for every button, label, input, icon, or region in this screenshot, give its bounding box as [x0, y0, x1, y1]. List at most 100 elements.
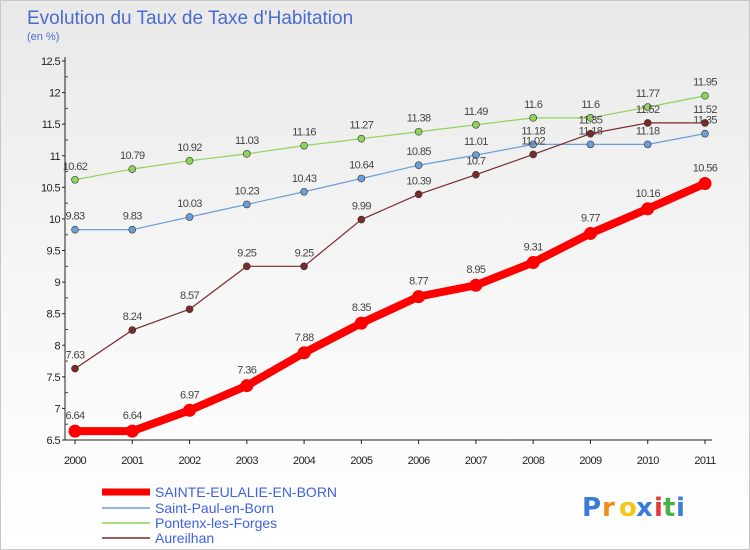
- data-label: 9.83: [123, 211, 142, 223]
- data-label: 11.6: [524, 99, 543, 111]
- x-tick-label: 2005: [350, 455, 373, 467]
- logo-letter: t: [663, 493, 675, 523]
- data-label: 9.77: [581, 212, 600, 224]
- series-line: [74, 122, 706, 370]
- data-point: [71, 175, 79, 184]
- data-point: [300, 141, 308, 150]
- x-tick-label: 2000: [64, 455, 87, 467]
- data-label: 6.64: [123, 410, 142, 422]
- data-point: [472, 151, 480, 159]
- data-point: [414, 127, 423, 136]
- chart-title: Evolution du Taux de Taxe d'Habitation: [27, 8, 353, 29]
- x-tick-label: 2010: [637, 455, 660, 467]
- x-tick-label: 2007: [465, 455, 488, 467]
- data-point: [128, 326, 137, 334]
- data-point: [586, 140, 595, 149]
- data-label: 10.7: [466, 156, 485, 168]
- data-label: 10.56: [693, 163, 718, 175]
- legend-label: Aureilhan: [155, 530, 214, 546]
- data-point: [71, 364, 79, 373]
- data-point: [185, 305, 194, 314]
- data-point: [583, 226, 597, 240]
- data-point: [701, 119, 709, 127]
- y-tick-label: 11.5: [42, 119, 61, 131]
- data-point: [643, 140, 652, 149]
- x-tick-label: 2001: [121, 455, 144, 467]
- y-tick-label: 6.5: [47, 435, 61, 447]
- series-0: 6.64 6.64 6.97 7.36 7.88 8.35 8.77 8.95 9.31 9.77…: [65, 163, 718, 438]
- data-label: 8.24: [123, 311, 142, 323]
- data-label: 11.01: [464, 136, 488, 148]
- data-label: 8.95: [466, 264, 485, 276]
- data-point: [185, 157, 194, 165]
- data-point: [641, 202, 655, 216]
- data-label: 11.52: [693, 104, 717, 116]
- data-point: [472, 170, 480, 179]
- data-point: [472, 120, 480, 129]
- data-point: [529, 140, 537, 149]
- data-point: [469, 278, 483, 292]
- logo-letter: P: [582, 493, 601, 523]
- series-line: [74, 95, 706, 181]
- series-2: 10.62 10.79 10.92 11.03 11.16 11.27 11.38 11.49…: [63, 77, 718, 184]
- chart-subtitle: (en %): [27, 31, 59, 43]
- data-label: 11.03: [235, 135, 259, 147]
- data-label: 11.49: [464, 106, 488, 118]
- y-tick-label: 8.5: [47, 309, 61, 321]
- y-tick-label: 11: [50, 151, 61, 163]
- y-tick-label: 12: [49, 88, 61, 100]
- data-point: [125, 424, 139, 438]
- data-point: [240, 379, 254, 393]
- data-label: 9.83: [65, 211, 84, 223]
- data-point: [183, 403, 197, 417]
- logo-letter: o: [619, 493, 637, 523]
- y-tick-label: 9: [54, 277, 60, 289]
- series-layer: 10.62 10.79 10.92 11.03 11.16 11.27 11.38 11.49…: [63, 77, 718, 438]
- data-label: 11.16: [292, 127, 316, 139]
- data-label: 10.43: [292, 173, 317, 185]
- data-point: [357, 215, 366, 224]
- data-point: [529, 114, 537, 122]
- data-label: 9.25: [237, 247, 256, 259]
- data-label: 7.63: [65, 350, 84, 362]
- data-label: 11.77: [636, 88, 660, 100]
- data-label: 11.35: [579, 115, 603, 127]
- y-tick-label: 10.5: [41, 182, 60, 194]
- data-point: [128, 165, 137, 173]
- x-tick-label: 2006: [408, 455, 431, 467]
- data-label: 8.35: [352, 302, 371, 314]
- data-label: 9.99: [352, 201, 371, 213]
- data-label: 11.18: [521, 125, 545, 137]
- data-point: [701, 91, 709, 100]
- legend-label: Saint-Paul-en-Born: [155, 500, 274, 516]
- data-point: [357, 134, 366, 143]
- x-tick-label: 2008: [522, 455, 545, 467]
- data-point: [643, 119, 652, 127]
- data-label: 11.38: [407, 113, 431, 125]
- logo-letter: i: [676, 493, 685, 523]
- series-3: 7.638.248.579.25 9.259.9910.3910.711.0211…: [65, 104, 718, 373]
- data-point: [243, 150, 251, 158]
- data-label: 7.36: [237, 365, 256, 377]
- data-point: [300, 262, 308, 271]
- data-label: 11.27: [350, 120, 374, 132]
- data-label: 9.25: [295, 247, 314, 259]
- data-label: 11.95: [693, 77, 717, 89]
- series-line: [71, 179, 709, 436]
- y-tick-label: 7: [54, 403, 60, 415]
- data-point: [698, 177, 712, 191]
- logo-letter: r: [602, 493, 615, 523]
- data-label: 10.16: [635, 188, 660, 200]
- data-label: 11.52: [636, 104, 660, 116]
- data-label: 11.6: [581, 99, 600, 111]
- data-point: [300, 187, 308, 196]
- data-label: 10.39: [406, 175, 431, 187]
- data-label: 10.23: [235, 185, 260, 197]
- data-label: 10.64: [349, 159, 374, 171]
- data-point: [414, 190, 423, 199]
- data-point: [412, 290, 426, 304]
- data-label: 10.62: [63, 161, 88, 173]
- data-label: 11.18: [636, 125, 660, 137]
